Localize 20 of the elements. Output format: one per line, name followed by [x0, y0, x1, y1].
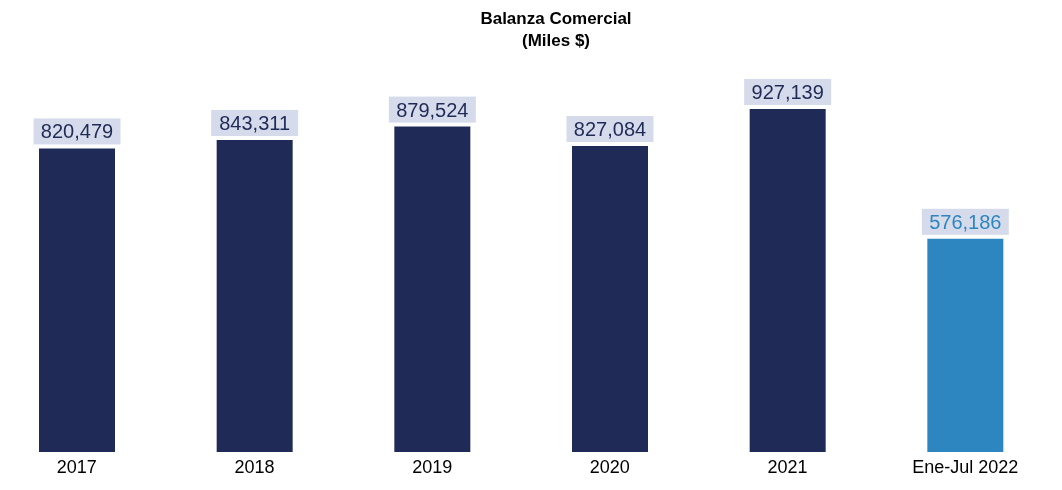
bar [927, 238, 1004, 452]
chart-title: Balanza Comercial [479, 8, 633, 30]
x-tick-label: 2017 [56, 456, 97, 477]
bar [216, 139, 293, 452]
bar [749, 108, 826, 452]
data-label: 576,186 [929, 210, 1002, 233]
chart-subtitle: (Miles $) [521, 30, 591, 52]
x-tick-label: 2021 [767, 456, 808, 477]
data-label: 927,139 [751, 80, 824, 103]
data-label: 843,311 [219, 111, 291, 134]
data-label: 827,084 [573, 117, 647, 140]
data-label: 820,479 [40, 120, 114, 143]
x-tick-label: Ene-Jul 2022 [912, 456, 1019, 477]
bar [572, 145, 648, 452]
x-tick-label: 2020 [589, 456, 630, 477]
x-tick-label: 2018 [234, 456, 275, 477]
bar [39, 148, 115, 452]
x-tick-label: 2019 [412, 456, 453, 477]
bar [394, 126, 471, 452]
data-label: 879,524 [396, 98, 469, 121]
